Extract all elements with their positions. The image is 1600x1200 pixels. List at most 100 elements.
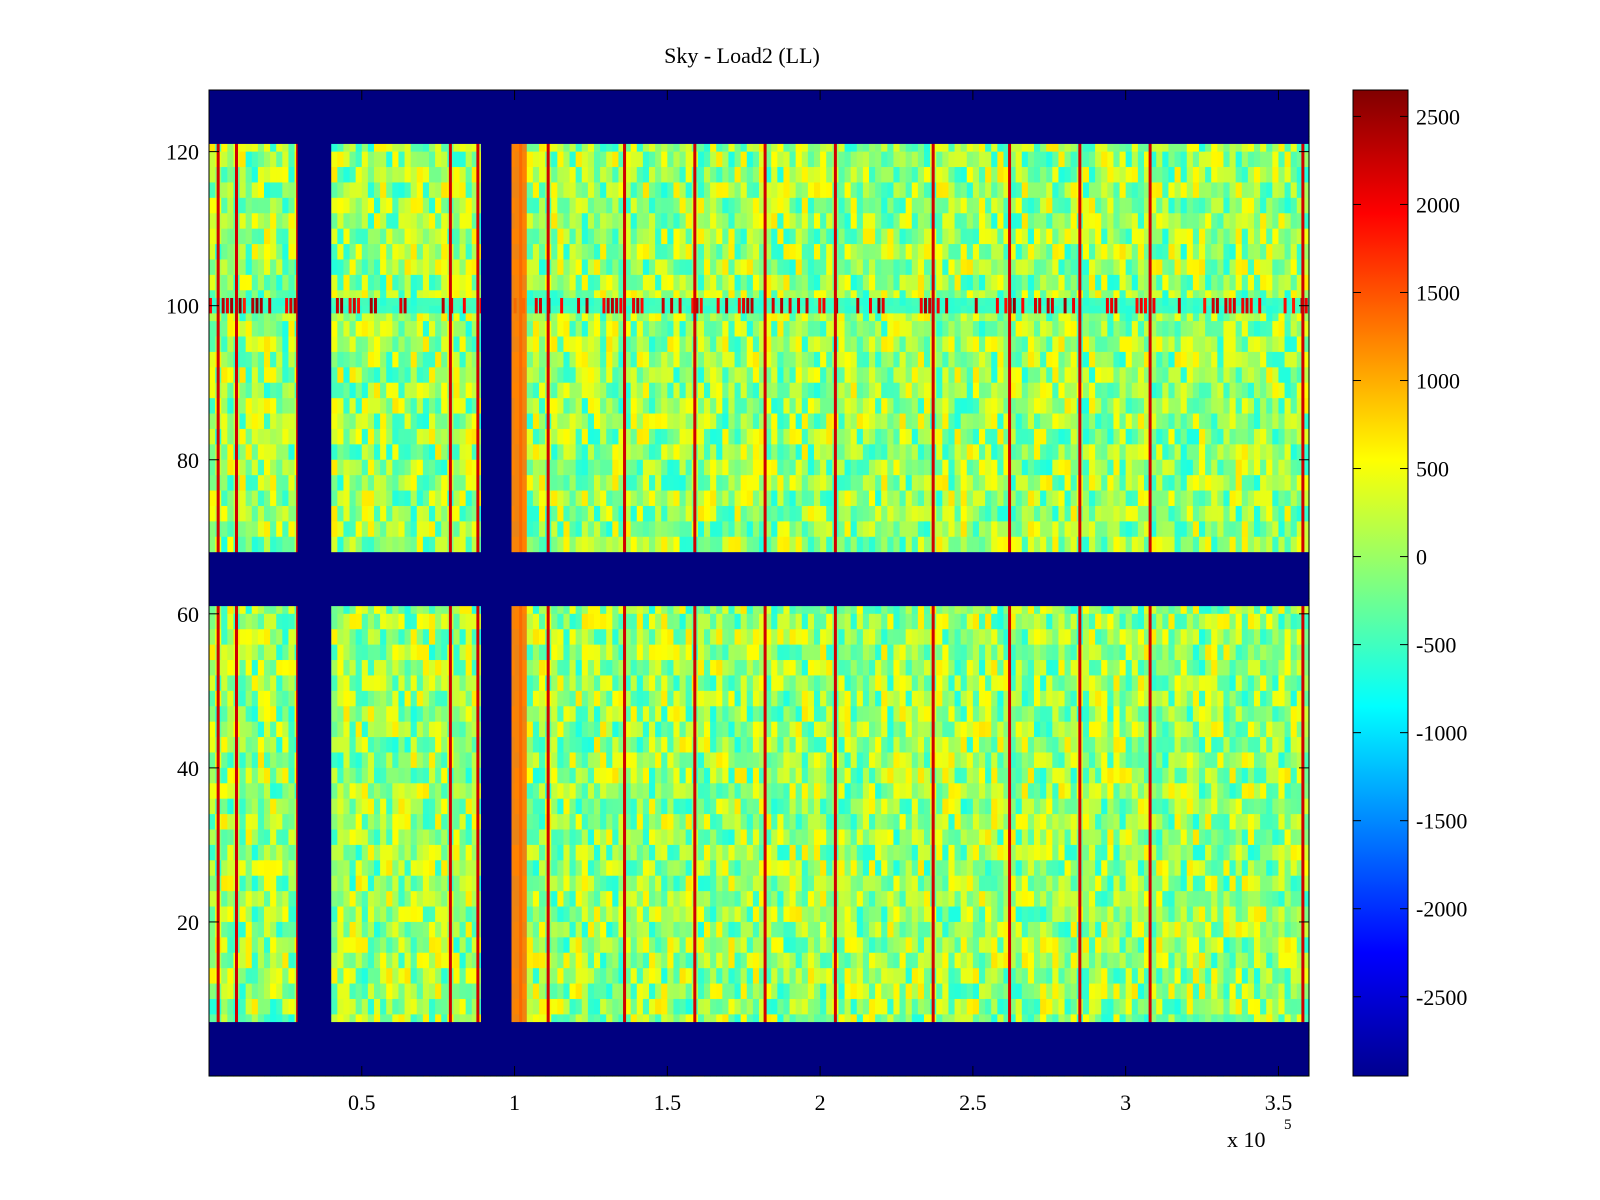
heatmap-cell <box>636 336 644 353</box>
heatmap-cell <box>367 398 375 415</box>
heatmap-cell <box>600 428 607 445</box>
heatmap-cell <box>374 444 381 461</box>
heatmap-cell <box>374 875 381 892</box>
heatmap-cell <box>422 197 430 214</box>
heatmap-cell <box>673 197 681 214</box>
heatmap-cell <box>587 721 595 738</box>
heatmap-cell <box>630 783 638 800</box>
heatmap-cell <box>392 444 400 461</box>
heatmap-cell <box>288 675 296 692</box>
heatmap-cell <box>551 182 558 199</box>
heatmap-cell <box>221 382 228 399</box>
heatmap-cell <box>624 305 632 322</box>
heatmap-cell <box>642 351 650 368</box>
heatmap-cell <box>429 305 436 322</box>
heatmap-cell <box>221 752 228 769</box>
heatmap-cell <box>642 844 650 861</box>
heatmap-cell <box>398 444 406 461</box>
heatmap-cell <box>380 305 387 322</box>
heatmap-cell <box>270 197 277 214</box>
heatmap-cell <box>673 274 681 291</box>
heatmap-cell <box>227 891 235 908</box>
heatmap-cell <box>612 844 620 861</box>
heatmap-cell <box>642 721 650 738</box>
heatmap-cell <box>264 167 271 184</box>
heatmap-cell <box>416 613 424 630</box>
heatmap-cell <box>630 998 638 1015</box>
heatmap-cell <box>416 814 424 831</box>
heatmap-cell <box>532 613 540 630</box>
heatmap-cell <box>673 428 681 445</box>
heatmap-cell <box>251 937 259 954</box>
heatmap-cell <box>655 136 662 153</box>
heatmap-cell <box>422 906 430 923</box>
heatmap-cell <box>557 475 565 492</box>
heatmap-cell <box>398 814 406 831</box>
heatmap-cell <box>642 182 650 199</box>
heatmap-cell <box>227 613 235 630</box>
heatmap-cell <box>630 921 638 938</box>
heatmap-cell <box>435 382 442 399</box>
heatmap-cell <box>429 536 436 553</box>
heatmap-cell <box>227 598 235 615</box>
heatmap-cell <box>655 952 662 969</box>
heatmap-cell <box>410 629 418 646</box>
heatmap-cell <box>288 367 296 384</box>
heatmap-cell <box>361 690 369 707</box>
heatmap-cell <box>374 891 381 908</box>
heatmap-cell <box>349 259 357 276</box>
heatmap-cell <box>410 690 418 707</box>
heatmap-cell <box>251 228 259 245</box>
heatmap-cell <box>569 737 577 754</box>
heatmap-cell <box>429 737 436 754</box>
heatmap-cell <box>398 860 406 877</box>
heatmap-cell <box>367 844 375 861</box>
heatmap-cell <box>667 459 675 476</box>
heatmap-cell <box>221 598 228 615</box>
heatmap-cell <box>429 860 436 877</box>
heatmap-cell <box>398 644 406 661</box>
heatmap-cell <box>526 875 534 892</box>
heatmap-cell <box>581 767 589 784</box>
heatmap-cell <box>612 444 620 461</box>
heatmap-cell <box>551 798 558 815</box>
heatmap-cell <box>398 536 406 553</box>
heatmap-cell <box>630 937 638 954</box>
heatmap-cell <box>398 952 406 969</box>
heatmap-cell <box>276 413 283 430</box>
heatmap-cell <box>239 783 247 800</box>
heatmap-cell <box>600 721 607 738</box>
heatmap-cell <box>642 321 650 338</box>
heatmap-cell <box>404 274 412 291</box>
heatmap-cell <box>435 321 442 338</box>
heatmap-cell <box>367 521 375 538</box>
heatmap-cell <box>679 398 687 415</box>
heatmap-cell <box>563 151 571 168</box>
heatmap-cell <box>526 613 534 630</box>
heatmap-cell <box>539 875 546 892</box>
heatmap-cell <box>374 228 381 245</box>
heatmap-cell <box>587 798 595 815</box>
heatmap-cell <box>245 644 253 661</box>
heatmap-cell <box>471 767 479 784</box>
heatmap-cell <box>288 444 296 461</box>
heatmap-cell <box>343 783 351 800</box>
heatmap-cell <box>270 844 277 861</box>
heatmap-cell <box>404 829 412 846</box>
heatmap-cell <box>612 259 620 276</box>
heatmap-cell <box>227 937 235 954</box>
heatmap-cell <box>227 875 235 892</box>
heatmap-cell <box>264 629 271 646</box>
heatmap-cell <box>642 675 650 692</box>
heatmap-cell <box>282 814 290 831</box>
heatmap-cell <box>459 490 467 507</box>
heatmap-cell <box>398 629 406 646</box>
heatmap-cell <box>361 968 369 985</box>
heatmap-cell <box>539 197 546 214</box>
heatmap-cell <box>355 382 363 399</box>
heatmap-cell <box>606 228 613 245</box>
heatmap-cell <box>532 398 540 415</box>
heatmap-cell <box>679 228 687 245</box>
heatmap-cell <box>282 413 290 430</box>
heatmap-cell <box>343 382 351 399</box>
